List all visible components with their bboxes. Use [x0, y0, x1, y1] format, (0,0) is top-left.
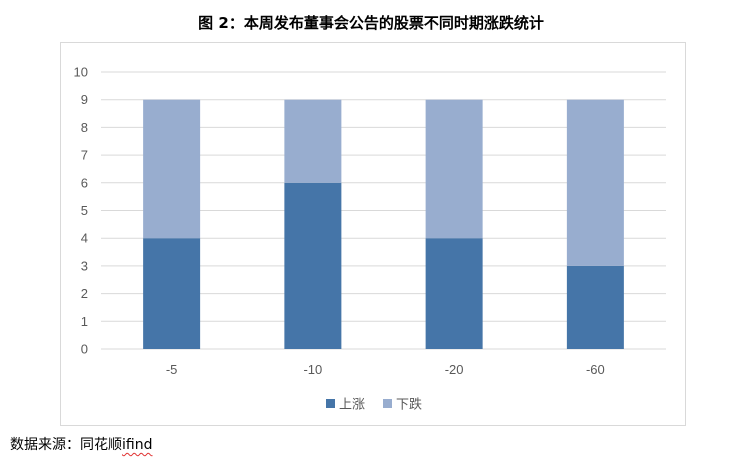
y-tick-label: 10 [74, 65, 88, 80]
legend-up-swatch [326, 399, 335, 408]
chart-frame [60, 42, 686, 426]
bar-up-neg5 [143, 238, 201, 349]
bar-down-neg60 [566, 99, 624, 266]
y-tick-label: 3 [81, 258, 88, 273]
bar-up-neg60 [566, 265, 624, 349]
x-tick-label: -20 [445, 362, 464, 377]
legend-down-swatch [383, 399, 392, 408]
y-tick-label: 5 [81, 203, 88, 218]
y-tick-label: 1 [81, 314, 88, 329]
legend: 上涨 下跌 [326, 397, 422, 413]
y-tick-label: 2 [81, 286, 88, 301]
x-axis-ticks: -5 -10 -20 -60 [166, 362, 605, 377]
x-tick-label: -60 [586, 362, 605, 377]
y-tick-label: 6 [81, 175, 88, 190]
source-prefix: 数据来源：同花顺 [10, 437, 122, 453]
y-tick-label: 7 [81, 148, 88, 163]
data-source: 数据来源：同花顺ifind [10, 434, 152, 454]
chart-title: 图 2：本周发布董事会公告的股票不同时期涨跌统计 [198, 14, 544, 32]
bar-down-neg20 [425, 99, 483, 239]
bar-up-neg10 [284, 182, 342, 349]
y-axis-ticks: 0 1 2 3 4 5 6 7 8 9 10 [74, 65, 88, 357]
legend-up-label: 上涨 [339, 398, 365, 413]
stacked-bar-chart: 0 1 2 3 4 5 6 7 8 9 10 -5 -10 -20 -60 上涨 下跌 [74, 65, 666, 413]
bar-up-neg20 [425, 238, 483, 349]
y-tick-label: 9 [81, 92, 88, 107]
bar-down-neg10 [284, 99, 342, 183]
y-tick-label: 4 [81, 231, 88, 246]
bar-down-neg5 [143, 99, 201, 239]
x-tick-label: -5 [166, 362, 178, 377]
bars [143, 99, 624, 349]
source-tool: ifind [122, 437, 153, 453]
y-tick-label: 8 [81, 120, 88, 135]
legend-down-label: 下跌 [396, 397, 422, 413]
x-tick-label: -10 [303, 362, 322, 377]
y-tick-label: 0 [81, 342, 88, 357]
